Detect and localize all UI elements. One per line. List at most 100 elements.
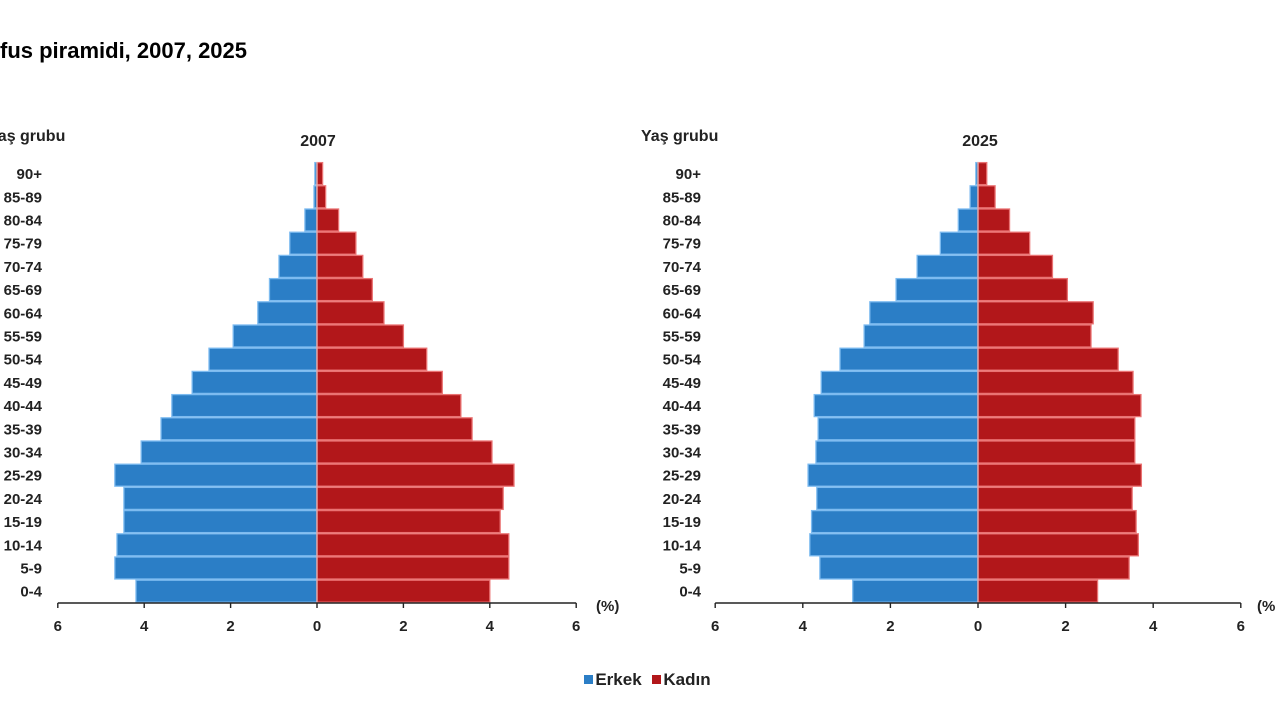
age-label: 5-9: [20, 561, 42, 578]
bar-male: [957, 208, 979, 232]
bar-male: [268, 277, 318, 302]
age-row: 25-29: [663, 463, 1143, 487]
age-row: 75-79: [663, 231, 1031, 255]
age-row: 20-24: [663, 486, 1133, 511]
bar-male: [809, 533, 979, 557]
age-label: 25-29: [663, 468, 701, 485]
bar-male: [135, 579, 318, 603]
bar-female: [977, 486, 1133, 511]
age-label: 35-39: [663, 421, 701, 438]
age-label: 55-59: [4, 329, 42, 346]
age-label: 10-14: [4, 537, 43, 554]
age-label: 90+: [676, 166, 702, 183]
age-row: 50-54: [4, 347, 428, 371]
bar-male: [171, 393, 318, 418]
bar-female: [316, 161, 324, 186]
age-label: 30-34: [663, 445, 702, 462]
y-axis-header: Yaş grubu: [0, 128, 65, 145]
x-tick-label: 6: [711, 618, 719, 635]
age-label: 65-69: [4, 282, 42, 299]
age-label: 5-9: [679, 561, 701, 578]
age-label: 10-14: [663, 537, 702, 554]
age-row: 60-64: [4, 301, 385, 325]
age-label: 80-84: [663, 213, 702, 230]
legend-label-female: Kadın: [663, 670, 711, 689]
bar-female: [977, 417, 1136, 441]
age-row: 10-14: [663, 533, 1139, 557]
legend-swatch-male: [584, 675, 594, 684]
bar-male: [852, 579, 979, 603]
legend-label-male: Erkek: [595, 670, 642, 689]
age-label: 40-44: [4, 398, 43, 415]
age-label: 25-29: [4, 468, 42, 485]
bar-female: [977, 440, 1136, 464]
bar-female: [316, 231, 357, 255]
age-label: 20-24: [663, 491, 702, 508]
bar-male: [815, 440, 979, 464]
bar-male: [863, 324, 979, 348]
age-label: 90+: [17, 166, 43, 183]
bar-female: [316, 509, 501, 534]
bar-female: [977, 208, 1011, 232]
bar-female: [977, 161, 988, 186]
age-row: 35-39: [663, 417, 1136, 441]
age-row: 75-79: [4, 231, 357, 255]
age-label: 15-19: [663, 514, 701, 531]
age-label: 85-89: [4, 189, 42, 206]
bar-male: [819, 556, 979, 580]
bar-female: [316, 393, 462, 418]
bar-female: [977, 463, 1143, 487]
age-label: 45-49: [663, 375, 701, 392]
x-tick-label: 6: [572, 618, 580, 635]
bar-male: [816, 486, 979, 511]
x-tick-label: 6: [1237, 618, 1245, 635]
age-row: 80-84: [4, 208, 340, 232]
bar-male: [289, 231, 318, 255]
bar-female: [316, 277, 373, 302]
bar-female: [316, 370, 443, 395]
bar-male: [817, 417, 979, 441]
bar-male: [278, 254, 318, 279]
age-label: 60-64: [4, 305, 43, 322]
age-row: 25-29: [4, 463, 515, 487]
age-row: 50-54: [663, 347, 1119, 371]
bar-male: [114, 463, 318, 487]
age-row: 10-14: [4, 533, 510, 557]
bar-female: [977, 533, 1139, 557]
x-tick-label: 4: [140, 618, 149, 635]
bar-female: [977, 393, 1142, 418]
bar-male: [257, 301, 318, 325]
age-row: 45-49: [663, 370, 1134, 395]
age-row: 5-9: [679, 556, 1130, 580]
x-tick-label: 4: [799, 618, 808, 635]
bar-male: [813, 393, 979, 418]
bar-female: [977, 254, 1054, 279]
age-label: 50-54: [663, 352, 702, 369]
age-label: 75-79: [663, 236, 701, 253]
bar-male: [939, 231, 979, 255]
bar-male: [140, 440, 318, 464]
bar-female: [977, 556, 1130, 580]
chart-title: 2007: [300, 133, 336, 150]
bar-male: [969, 185, 979, 209]
age-row: 85-89: [4, 185, 327, 209]
x-tick-label: 2: [226, 618, 234, 635]
bar-female: [316, 254, 364, 279]
age-label: 40-44: [663, 398, 702, 415]
bar-male: [820, 370, 979, 395]
bar-female: [977, 185, 996, 209]
bar-female: [977, 277, 1069, 302]
legend-item-male: Erkek: [584, 670, 642, 689]
age-row: 45-49: [4, 370, 443, 395]
age-row: 90+: [676, 161, 988, 186]
age-row: 15-19: [4, 509, 501, 534]
age-row: 0-4: [679, 579, 1099, 603]
bar-female: [977, 231, 1031, 255]
age-row: 70-74: [663, 254, 1054, 279]
age-row: 40-44: [4, 393, 462, 418]
bar-male: [232, 324, 318, 348]
age-label: 30-34: [4, 445, 43, 462]
bar-female: [316, 486, 504, 511]
bar-female: [977, 347, 1119, 371]
